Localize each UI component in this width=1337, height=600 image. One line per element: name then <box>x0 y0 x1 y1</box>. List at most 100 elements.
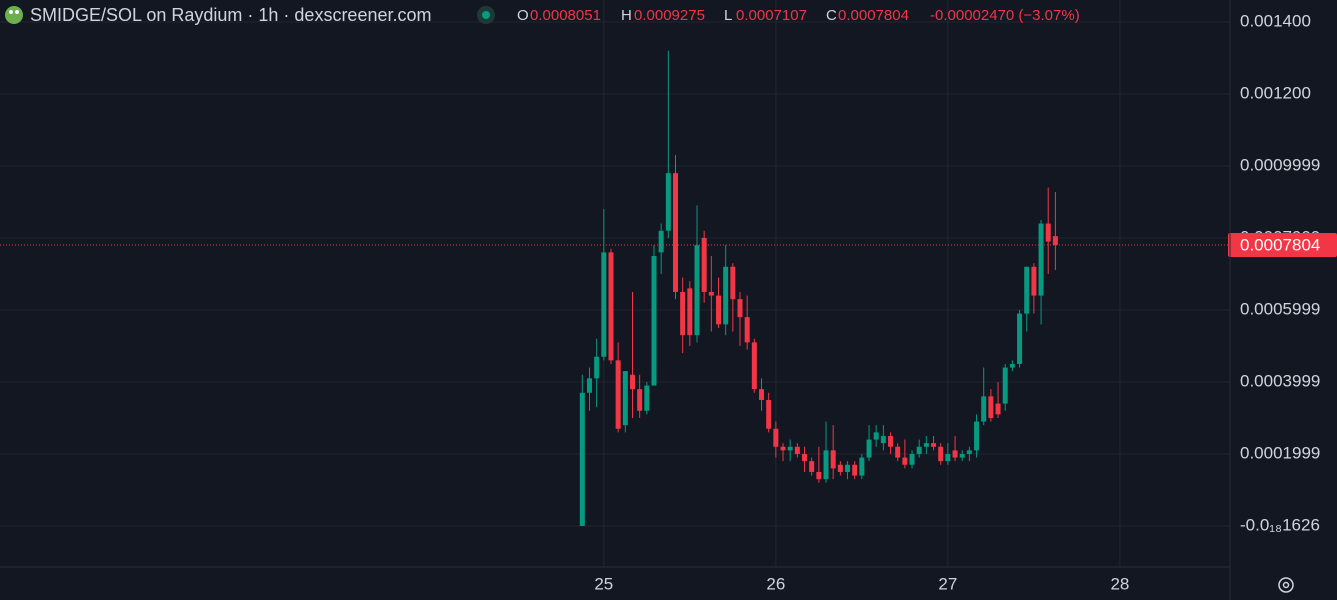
ohlc-value: 0.0009275 <box>634 7 705 24</box>
overlay: 0.0014000.0012000.00099990.00079990.0005… <box>0 11 1337 593</box>
ohlc-value: 0.0007804 <box>838 7 909 24</box>
candle-body <box>723 266 729 325</box>
candle-body <box>988 396 994 418</box>
candle-body <box>816 471 822 480</box>
candle-body <box>837 464 843 472</box>
y-tick-label: -0.0₁₈1626 <box>1240 515 1320 534</box>
candle-body <box>680 291 686 336</box>
candle-body <box>916 446 922 454</box>
ohlc-label: C <box>826 7 837 24</box>
candles <box>579 50 1058 526</box>
candle-body <box>794 446 800 454</box>
candle-body <box>615 360 621 429</box>
candle-body <box>673 173 679 292</box>
candle-body <box>637 389 643 411</box>
y-tick-label: 0.0001999 <box>1240 443 1320 462</box>
candle-body <box>737 299 743 318</box>
candle-body <box>845 464 851 472</box>
candle-body <box>658 230 664 253</box>
candle-body <box>579 392 585 526</box>
ohlc-label: O <box>517 7 529 24</box>
candle-body <box>945 453 951 462</box>
candle-body <box>730 266 736 300</box>
candle-body <box>938 446 944 462</box>
candle-body <box>830 450 836 469</box>
status-dot <box>482 11 490 19</box>
x-tick-label: 25 <box>594 574 613 593</box>
candle-body <box>931 443 937 447</box>
candle-body <box>708 291 714 296</box>
y-tick-label: 0.0005999 <box>1240 299 1320 318</box>
candle-body <box>716 295 722 325</box>
settings-icon[interactable] <box>1278 577 1294 593</box>
candle-body <box>601 252 607 357</box>
token-icon <box>5 6 23 24</box>
candle-body <box>1045 223 1051 242</box>
settings-ring <box>1278 577 1294 593</box>
candle-body <box>1038 223 1044 296</box>
candle-body <box>780 446 786 451</box>
candle-body <box>586 378 592 393</box>
token-icon-eye <box>15 10 19 14</box>
candle-body <box>787 446 793 451</box>
last-price-label: 0.0007804 <box>1240 236 1320 255</box>
candle-body <box>1002 367 1008 404</box>
candle-body <box>773 428 779 447</box>
candle-body <box>1009 363 1015 368</box>
candle-body <box>665 173 671 231</box>
candle-body <box>981 396 987 422</box>
candle-body <box>959 453 965 458</box>
candle-body <box>952 450 958 458</box>
candle-body <box>802 453 808 462</box>
header: SMIDGE/SOL on Raydium · 1h · dexscreener… <box>5 5 1080 25</box>
candle-body <box>766 399 772 429</box>
y-tick-label: 0.0003999 <box>1240 371 1320 390</box>
candle-body <box>873 432 879 440</box>
candle-body <box>852 464 858 476</box>
candle-body <box>909 453 915 465</box>
candle-body <box>1017 313 1023 364</box>
candle-body <box>701 237 707 292</box>
y-tick-label: 0.001200 <box>1240 83 1311 102</box>
ohlc-label: H <box>621 7 632 24</box>
candle-body <box>809 461 815 472</box>
candle-body <box>1024 266 1030 314</box>
candle-body <box>866 439 872 458</box>
candle-body <box>687 288 693 336</box>
candle-body <box>644 385 650 411</box>
candle-body <box>859 457 865 476</box>
settings-core <box>1282 581 1290 589</box>
candle-body <box>622 371 628 426</box>
candle-body <box>1031 266 1037 296</box>
candle-body <box>744 317 750 343</box>
candle-body <box>966 450 972 454</box>
change: -0.00002470 (−3.07%) <box>930 7 1080 24</box>
candle-body <box>629 374 635 390</box>
grid <box>0 0 1230 567</box>
candle-body <box>608 252 614 361</box>
token-icon-eye <box>9 10 13 14</box>
candle-body <box>694 245 700 336</box>
candle-body <box>902 457 908 465</box>
x-tick-label: 27 <box>938 574 957 593</box>
y-tick-label: 0.0009999 <box>1240 155 1320 174</box>
y-tick-label: 0.001400 <box>1240 11 1311 30</box>
candle-body <box>1052 236 1058 246</box>
candle-body <box>823 450 829 480</box>
chart-title: SMIDGE/SOL on Raydium · 1h · dexscreener… <box>30 5 431 25</box>
last-price-badge <box>1228 233 1337 258</box>
candle-body <box>888 435 894 447</box>
candle-body <box>759 389 765 400</box>
ohlc-value: 0.0007107 <box>736 7 807 24</box>
candle-body <box>880 435 886 444</box>
candle-body <box>594 356 600 379</box>
candle-body <box>974 421 980 451</box>
candle-body <box>923 443 929 447</box>
candle-body <box>895 446 901 458</box>
candle-body <box>995 403 1001 415</box>
ohlc-value: 0.0008051 <box>530 7 601 24</box>
ohlc-label: L <box>724 7 732 24</box>
x-tick-label: 28 <box>1110 574 1129 593</box>
candle-body <box>651 255 657 386</box>
